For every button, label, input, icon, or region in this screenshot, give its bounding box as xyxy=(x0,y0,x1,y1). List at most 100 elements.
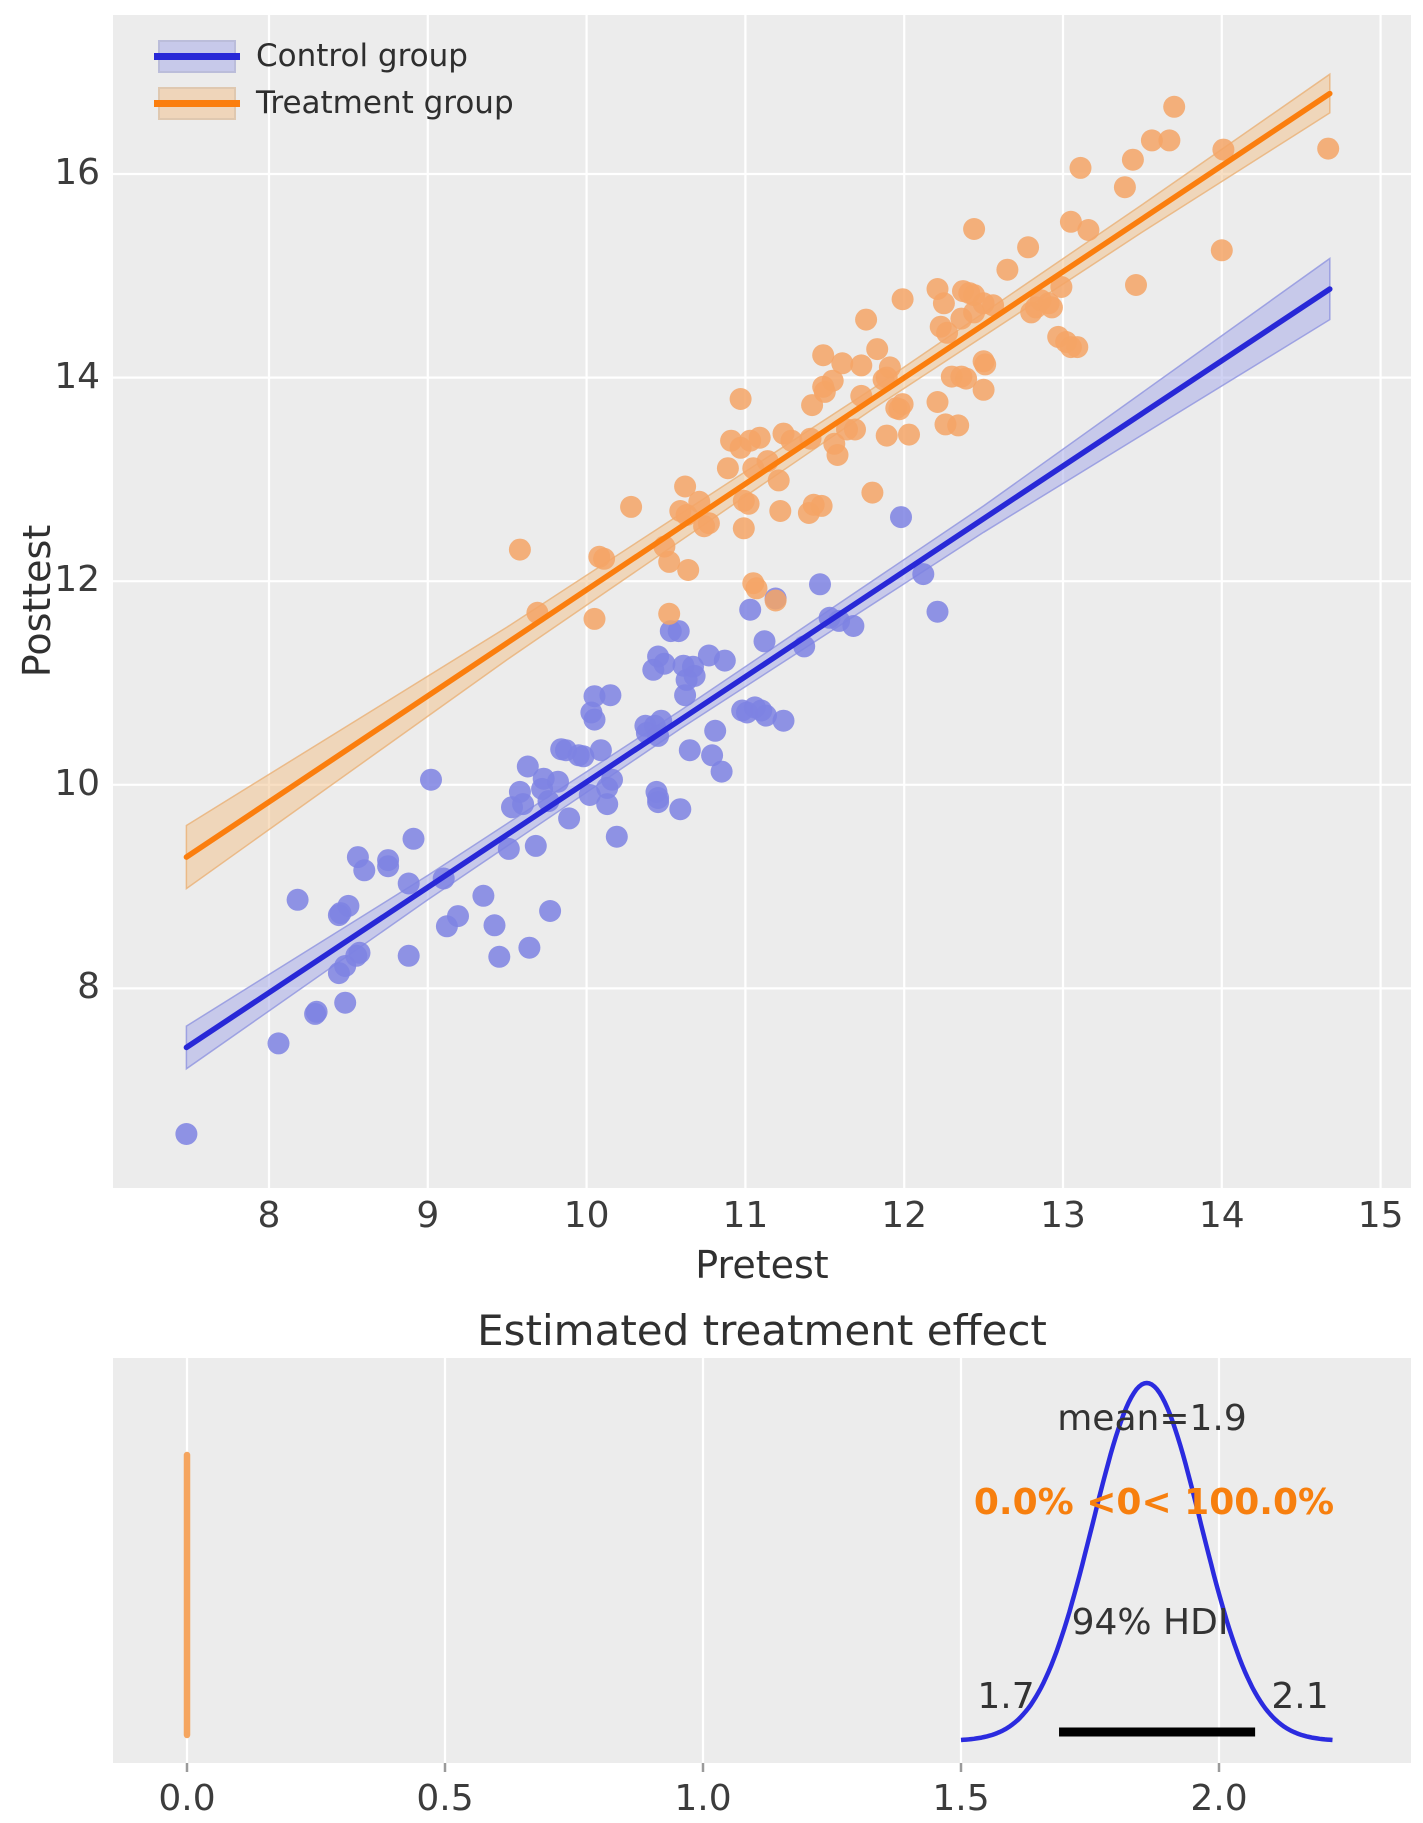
scatter-point-control xyxy=(305,1000,328,1023)
scatter-point-control xyxy=(599,684,622,707)
scatter-point-treatment xyxy=(844,418,866,441)
scatter-point-treatment xyxy=(972,378,995,401)
scatter-point-treatment xyxy=(926,391,949,413)
y-tick-label: 8 xyxy=(77,966,100,1008)
scatter-point-control xyxy=(353,859,376,882)
scatter-point-treatment xyxy=(1210,239,1233,262)
scatter-point-treatment xyxy=(932,292,955,315)
scatter-point-treatment xyxy=(972,350,995,373)
scatter-point-control xyxy=(483,914,506,937)
scatter-point-treatment xyxy=(732,517,755,540)
scatter-point-treatment xyxy=(1059,210,1082,233)
scatter-point-control xyxy=(583,708,606,731)
scatter-point-control xyxy=(890,506,912,529)
hdi-annotation: 94% HDI xyxy=(1071,1602,1229,1643)
scatter-point-control xyxy=(516,755,539,778)
scatter-point-control xyxy=(739,598,762,621)
scatter-point-control xyxy=(547,770,569,793)
control-line-swatch-icon xyxy=(154,39,240,73)
legend-item-control: Control group xyxy=(154,38,514,74)
scatter-point-treatment xyxy=(1113,176,1136,199)
scatter-point-control xyxy=(447,905,469,928)
x-tick-label: 1.0 xyxy=(674,1778,732,1819)
scatter-point-treatment xyxy=(716,457,739,480)
scatter-point-treatment xyxy=(1140,129,1163,152)
scatter-point-control xyxy=(710,760,733,783)
x-tick-label: 11 xyxy=(722,1195,769,1236)
treatment-line-swatch-icon xyxy=(154,86,240,120)
scatter-point-control xyxy=(572,745,595,768)
scatter-point-control xyxy=(753,630,776,653)
scatter-point-control xyxy=(583,685,606,708)
density-plot-title: Estimated treatment effect xyxy=(477,1306,1047,1355)
scatter-point-control xyxy=(755,704,777,727)
scatter-point-control xyxy=(175,1123,198,1145)
scatter-point-treatment xyxy=(674,475,697,498)
scatter-point-treatment xyxy=(737,492,760,515)
x-tick-label: 14 xyxy=(1198,1195,1245,1236)
scatter-point-control xyxy=(402,827,425,850)
scatter-point-control xyxy=(596,776,619,799)
scatter-point-control xyxy=(605,825,628,848)
scatter-point-treatment xyxy=(850,354,873,377)
scatter-point-treatment xyxy=(1317,137,1340,160)
x-tick-label: 0.5 xyxy=(416,1778,474,1819)
scatter-point-treatment xyxy=(1040,296,1063,319)
scatter-point-treatment xyxy=(831,352,854,375)
scatter-point-control xyxy=(497,837,520,860)
scatter-point-treatment xyxy=(1017,236,1040,259)
x-axis-label: Pretest xyxy=(695,1243,829,1287)
x-tick-label: 8 xyxy=(257,1195,281,1236)
scatter-point-control xyxy=(669,798,692,821)
scatter-point-control xyxy=(524,834,547,857)
scatter-point-control xyxy=(286,888,309,911)
scatter-point-treatment xyxy=(936,321,959,344)
scatter-point-treatment xyxy=(982,294,1005,317)
scatter-point-treatment xyxy=(745,577,768,600)
probability-annotation: 0.0% <0< 100.0% xyxy=(973,1482,1335,1523)
scatter-point-treatment xyxy=(861,481,884,504)
scatter-point-treatment xyxy=(875,424,898,447)
hdi-high-value: 2.1 xyxy=(1271,1676,1329,1717)
legend-item-treatment: Treatment group xyxy=(154,85,514,121)
scatter-point-treatment xyxy=(1050,276,1073,298)
scatter-point-treatment xyxy=(1158,129,1181,152)
y-tick-label: 16 xyxy=(54,152,100,193)
scatter-point-control xyxy=(704,719,727,742)
scatter-point-treatment xyxy=(955,367,978,390)
scatter-point-control xyxy=(472,884,495,907)
x-tick-label: 2.0 xyxy=(1190,1778,1248,1819)
y-tick-label: 14 xyxy=(54,355,100,397)
x-tick-label: 0.0 xyxy=(158,1778,216,1819)
scatter-point-control xyxy=(397,944,420,967)
scatter-point-treatment xyxy=(677,559,700,581)
regression-line-control xyxy=(183,286,1333,1051)
scatter-point-control xyxy=(912,563,935,586)
scatter-point-control xyxy=(488,945,511,968)
scatter-point-treatment xyxy=(866,338,889,361)
x-tick-label: 9 xyxy=(416,1195,440,1236)
scatter-point-treatment xyxy=(764,589,787,612)
posterior-density-curve xyxy=(960,1380,1333,1743)
scatter-point-control xyxy=(348,941,371,964)
scatter-point-control xyxy=(420,768,442,791)
scatter-point-control xyxy=(713,649,736,672)
scatter-point-treatment xyxy=(729,436,752,459)
scatter-point-control xyxy=(558,807,581,830)
scatter-point-treatment xyxy=(769,500,792,522)
scatter-point-treatment xyxy=(891,288,914,311)
scatter-point-control xyxy=(578,784,601,806)
scatter-point-treatment xyxy=(688,490,711,513)
scatter-point-treatment xyxy=(963,218,986,240)
scatter-point-control xyxy=(678,739,701,762)
scatter-point-treatment xyxy=(1066,336,1089,359)
scatter-point-treatment xyxy=(812,344,835,367)
scatter-point-control xyxy=(518,936,541,959)
scatter-point-control xyxy=(647,787,670,809)
scatter-point-treatment xyxy=(508,538,531,561)
y-axis-label: Posttest xyxy=(15,524,59,678)
scatter-point-treatment xyxy=(693,515,716,538)
scatter-point-treatment xyxy=(996,258,1019,281)
scatter-point-treatment xyxy=(729,388,752,410)
scatter-point-control xyxy=(377,849,400,872)
